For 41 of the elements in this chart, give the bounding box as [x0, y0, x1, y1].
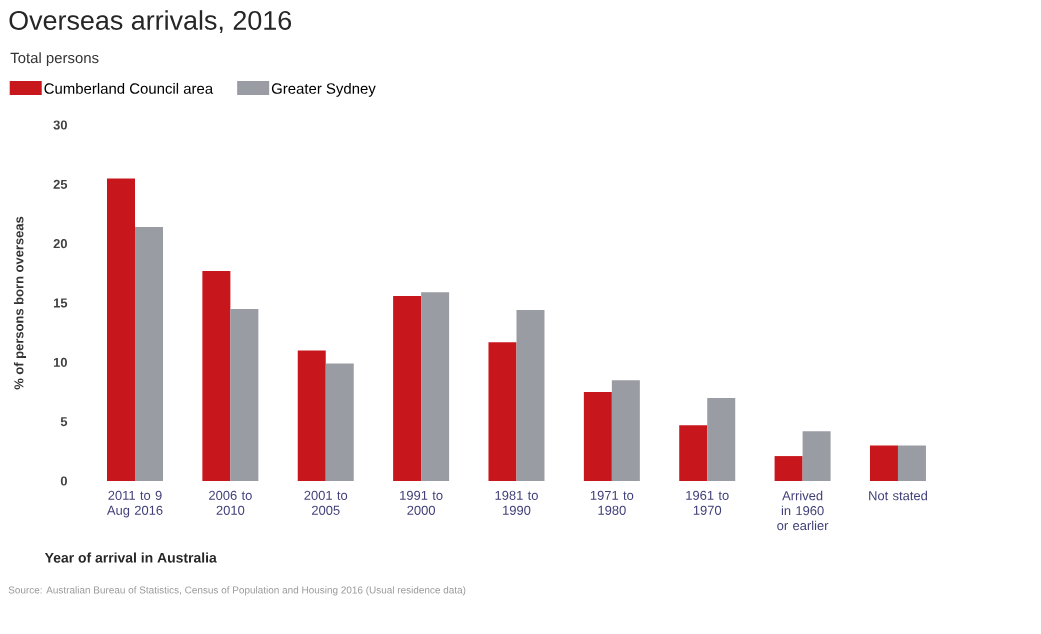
x-tick-label: 2011 to 9 Aug 2016: [106, 490, 163, 518]
bar: [679, 425, 708, 481]
bar: [707, 397, 736, 481]
bar: [488, 342, 517, 481]
x-tick-label: 1971 to 1980: [590, 490, 634, 515]
bar: [230, 308, 259, 481]
bar: [421, 292, 450, 481]
y-tick-label: 10: [53, 357, 67, 367]
y-tick-label: 5: [60, 417, 68, 427]
bar: [611, 380, 640, 481]
legend-label: Cumberland Council area: [44, 82, 214, 94]
chart-subtitle: Total persons: [10, 52, 99, 67]
y-tick-label: 0: [60, 476, 67, 486]
bar: [297, 350, 326, 481]
chart-title: Overseas arrivals, 2016: [9, 10, 292, 34]
bar: [325, 363, 354, 481]
bar: [516, 310, 545, 481]
x-tick-label: 1991 to 2000: [400, 490, 443, 515]
y-tick-label: 20: [53, 239, 67, 249]
y-tick-label: 30: [53, 120, 67, 130]
x-tick-label: 2001 to 2005: [304, 490, 348, 515]
x-tick-label: 1961 to 1970: [686, 490, 729, 515]
y-tick-label: 15: [53, 298, 68, 308]
bar: [869, 445, 898, 481]
bar: [802, 431, 831, 481]
bar: [897, 445, 926, 481]
bar: [393, 295, 422, 481]
bar: [774, 456, 803, 481]
bar: [202, 270, 231, 481]
bar: [583, 392, 612, 481]
x-tick-label: 2006 to 2010: [209, 490, 252, 515]
x-axis-title: Year of arrival in Australia: [44, 552, 217, 563]
x-tick-label: Not stated: [869, 490, 928, 501]
bar: [135, 227, 163, 481]
y-axis-title: % of persons born overseas: [13, 216, 27, 390]
bar: [107, 178, 135, 481]
y-tick-label: 25: [53, 179, 68, 189]
source-note: Source: Australian Bureau of Statistics, Census of Population and Housing 2016 (Usual residence data): [8, 586, 466, 596]
legend-label: Greater Sydney: [271, 82, 376, 97]
x-tick-label: Arrived in 1960 or earlier: [777, 490, 829, 531]
x-tick-label: 1981 to 1990: [495, 490, 538, 515]
